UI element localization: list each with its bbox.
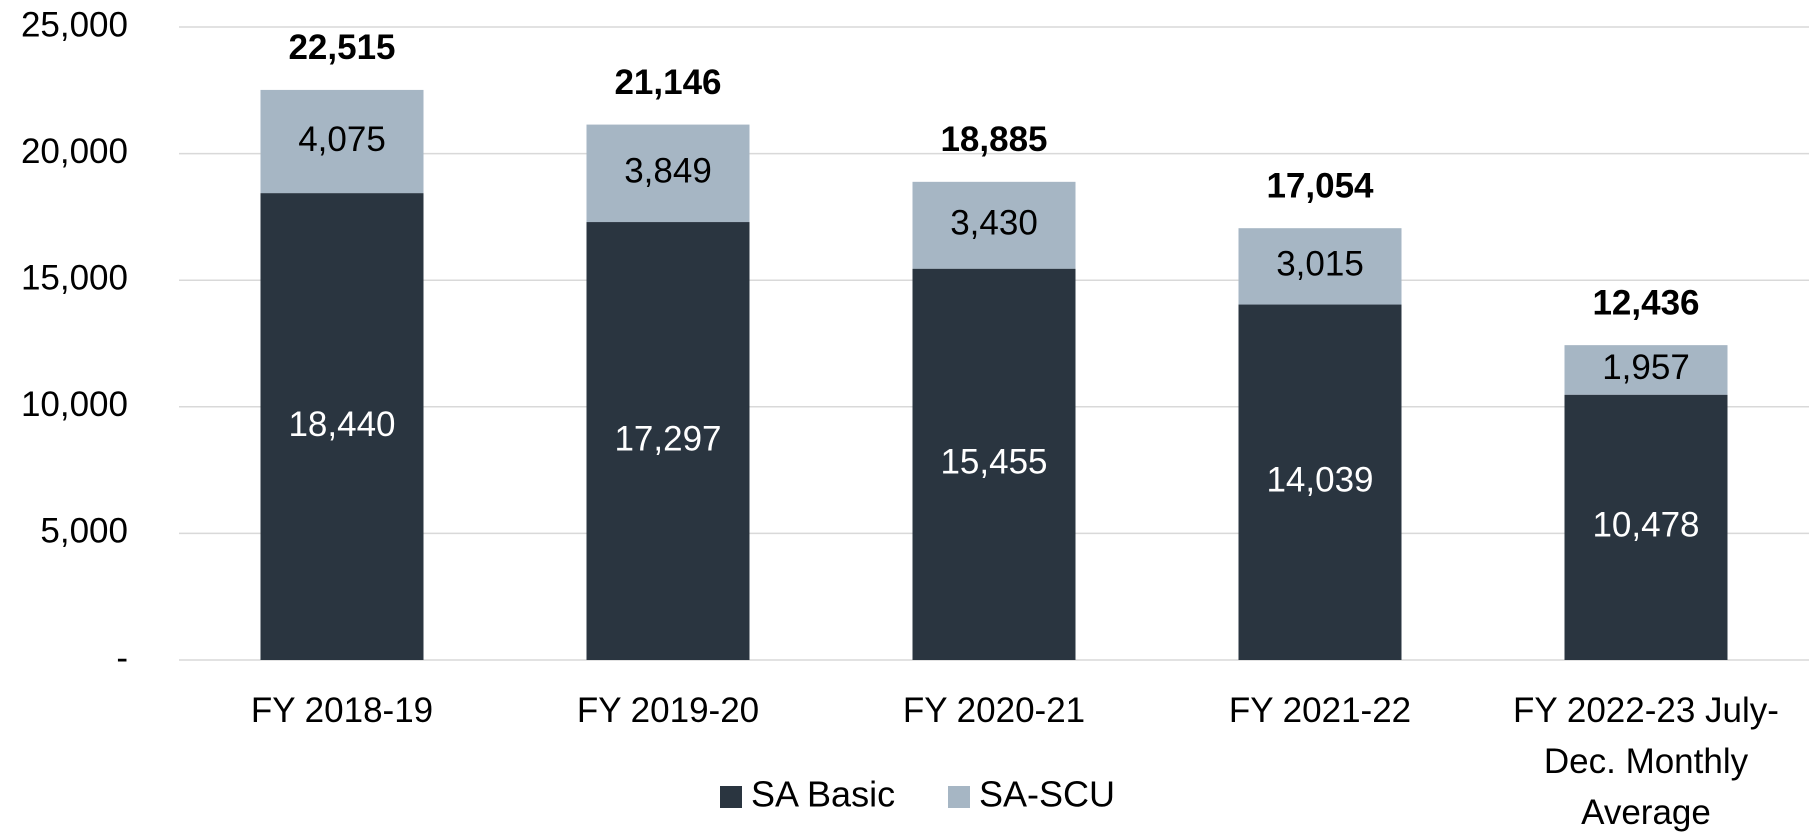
bar-segment bbox=[260, 89, 424, 194]
total-label: 22,515 bbox=[288, 28, 395, 67]
y-tick-label: - bbox=[116, 638, 128, 677]
bar-segment bbox=[912, 181, 1076, 269]
total-label: 17,054 bbox=[1266, 166, 1374, 205]
bar-segment bbox=[1238, 304, 1402, 660]
value-label: 18,440 bbox=[288, 405, 395, 444]
y-tick-label: 20,000 bbox=[21, 132, 128, 171]
legend-swatch bbox=[720, 786, 742, 808]
bar-segment bbox=[1564, 394, 1728, 660]
x-tick-label: FY 2019-20 bbox=[577, 691, 759, 730]
total-label: 21,146 bbox=[614, 63, 721, 102]
bar-segment bbox=[1238, 228, 1402, 305]
x-tick-label: FY 2018-19 bbox=[251, 691, 433, 730]
total-label: 18,885 bbox=[940, 120, 1047, 159]
x-tick-label: FY 2021-22 bbox=[1229, 691, 1411, 730]
y-tick-label: 10,000 bbox=[21, 385, 128, 424]
bar-segment bbox=[912, 268, 1076, 660]
value-label: 3,015 bbox=[1276, 245, 1364, 284]
bar-segment bbox=[1564, 345, 1728, 395]
value-label: 10,478 bbox=[1592, 506, 1699, 545]
value-label: 3,849 bbox=[624, 152, 712, 191]
value-label: 3,430 bbox=[950, 204, 1038, 243]
value-label: 14,039 bbox=[1266, 461, 1373, 500]
total-label: 12,436 bbox=[1592, 283, 1699, 322]
value-label: 17,297 bbox=[614, 419, 721, 458]
x-tick-label: FY 2020-21 bbox=[903, 691, 1085, 730]
bar-segment bbox=[586, 124, 750, 223]
y-tick-label: 5,000 bbox=[40, 512, 128, 551]
value-label: 1,957 bbox=[1602, 348, 1690, 387]
legend-label: SA Basic bbox=[751, 774, 895, 815]
value-label: 4,075 bbox=[298, 120, 386, 159]
value-label: 15,455 bbox=[940, 443, 1047, 482]
y-tick-label: 15,000 bbox=[21, 258, 128, 297]
bar-segment bbox=[586, 222, 750, 660]
legend-swatch bbox=[948, 786, 970, 808]
bar-segment bbox=[260, 193, 424, 661]
y-tick-label: 25,000 bbox=[21, 5, 128, 44]
legend-label: SA-SCU bbox=[979, 774, 1115, 815]
x-tick-label: FY 2022-23 July-Dec. Monthly Average bbox=[1513, 691, 1779, 832]
